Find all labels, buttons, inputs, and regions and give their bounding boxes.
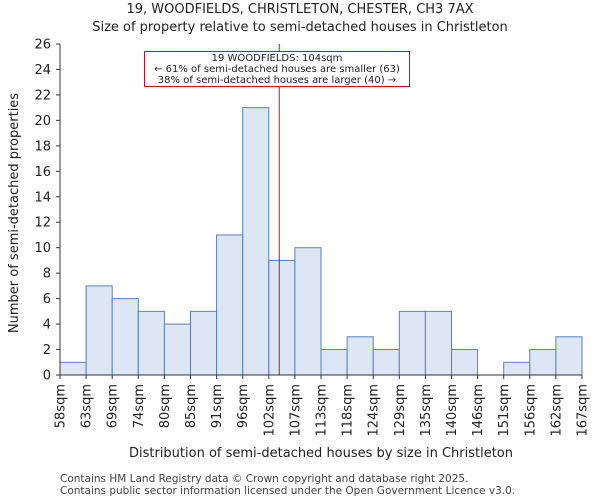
x-tick-label: 162sqm [549, 384, 564, 437]
x-tick-label: 63sqm [80, 384, 95, 428]
bar-85sqm [190, 310, 218, 376]
bars-group [59, 107, 583, 376]
footer-line-2: Contains public sector information licen… [60, 485, 516, 497]
bar-96sqm [242, 107, 270, 376]
x-tick-label: 124sqm [367, 384, 382, 437]
x-tick-label: 135sqm [419, 384, 434, 437]
x-tick-label: 58sqm [54, 384, 69, 428]
annotation-line-2: ← 61% of semi-detached houses are smalle… [154, 64, 400, 75]
y-tick-label: 22 [34, 88, 51, 103]
annotation-line-3: 38% of semi-detached houses are larger (… [157, 75, 397, 86]
y-tick-label: 0 [43, 369, 51, 384]
chart-subtitle: Size of property relative to semi-detach… [92, 20, 508, 35]
x-axis-label: Distribution of semi-detached houses by … [128, 446, 513, 461]
x-tick-label: 85sqm [184, 384, 199, 428]
y-tick-label: 20 [34, 114, 51, 129]
x-tick-label: 140sqm [445, 384, 460, 437]
bar-124sqm [372, 349, 400, 376]
bar-107sqm [294, 247, 322, 376]
bar-162sqm [555, 336, 583, 376]
x-tick-label: 96sqm [236, 384, 251, 428]
y-tick-label: 24 [34, 63, 51, 78]
y-tick-label: 14 [34, 190, 51, 205]
y-axis-label: Number of semi-detached properties [7, 92, 22, 334]
bar-80sqm [163, 323, 191, 376]
bar-69sqm [111, 298, 139, 376]
bar-156sqm [529, 349, 557, 376]
y-tick-label: 8 [43, 267, 51, 282]
y-tick-label: 10 [34, 241, 51, 256]
x-tick-label: 107sqm [288, 384, 303, 437]
y-tick-label: 12 [34, 216, 51, 231]
annotation-line-1: 19 WOODFIELDS: 104sqm [211, 53, 343, 64]
bar-135sqm [424, 310, 452, 376]
x-tick-label: 118sqm [341, 384, 356, 437]
x-tick-label: 146sqm [471, 384, 486, 437]
bar-63sqm [85, 285, 113, 376]
y-tick-label: 26 [34, 38, 51, 53]
y-tick-label: 18 [34, 139, 51, 154]
bar-118sqm [346, 336, 374, 376]
bar-151sqm [503, 361, 531, 376]
x-tick-label: 74sqm [132, 384, 147, 428]
bar-58sqm [59, 361, 87, 376]
y-tick-label: 4 [43, 318, 51, 333]
x-tick-label: 167sqm [576, 384, 591, 437]
chart-title: 19, WOODFIELDS, CHRISTLETON, CHESTER, CH… [126, 2, 474, 17]
x-tick-label: 80sqm [158, 384, 173, 428]
bar-113sqm [320, 349, 348, 376]
x-axis: 58sqm 63sqm 69sqm 74sqm 80sqm 85sqm 91sqm 96sqm… [54, 374, 591, 437]
x-tick-label: 91sqm [210, 384, 225, 428]
y-tick-label: 2 [43, 343, 51, 358]
footer-line-1: Contains HM Land Registry data © Crown c… [60, 473, 469, 485]
x-tick-label: 102sqm [262, 384, 277, 437]
bar-129sqm [398, 310, 426, 376]
y-tick-label: 16 [34, 165, 51, 180]
x-tick-label: 113sqm [315, 384, 330, 437]
x-tick-label: 69sqm [106, 384, 121, 428]
bar-140sqm [451, 349, 479, 376]
bar-102sqm [268, 259, 296, 376]
annotation-box: 19 WOODFIELDS: 104sqm ← 61% of semi-deta… [144, 51, 410, 87]
x-tick-label: 129sqm [393, 384, 408, 437]
bar-74sqm [137, 310, 165, 376]
x-tick-label: 156sqm [523, 384, 538, 437]
bar-91sqm [216, 234, 244, 376]
x-tick-label: 151sqm [497, 384, 512, 437]
y-tick-label: 6 [43, 292, 51, 307]
